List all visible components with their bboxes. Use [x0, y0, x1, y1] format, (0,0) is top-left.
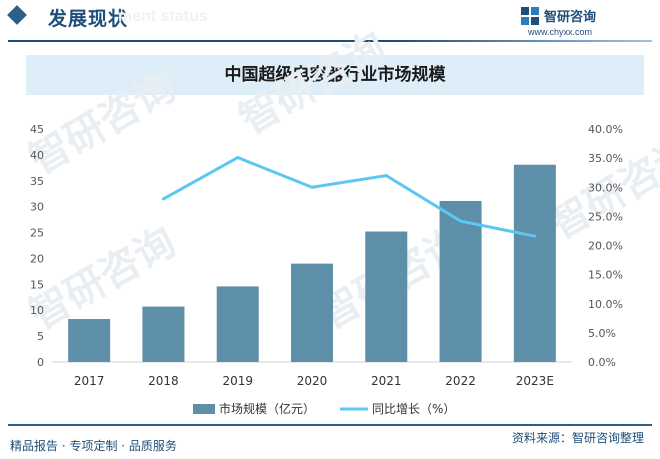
bar [142, 306, 185, 362]
growth-point [459, 219, 463, 223]
chart-title: 中国超级电容器行业市场规模 [224, 65, 446, 85]
x-axis: 2017 2018 2019 2020 2021 2022 2023E [74, 374, 554, 388]
left-tick-label: 0 [37, 356, 44, 369]
legend-bar-label: 市场规模（亿元） [219, 401, 315, 416]
growth-line [162, 156, 536, 238]
x-tick-label: 2022 [445, 374, 476, 388]
x-tick-label: 2017 [74, 374, 105, 388]
chart-title-box: 中国超级电容器行业市场规模 [26, 55, 644, 95]
bar [365, 231, 408, 362]
legend-line-label: 同比增长（%） [372, 402, 455, 416]
left-axis: 0 5 10 15 20 25 30 35 40 45 [30, 123, 44, 369]
section-title: 发展现状 [48, 8, 129, 30]
right-tick-label: 25.0% [588, 210, 623, 223]
footer-divider [8, 424, 652, 426]
right-axis: 0.0% 5.0% 10.0% 15.0% 20.0% 25.0% 30.0% 35.0% 40… [588, 123, 623, 369]
line-series [161, 156, 537, 238]
right-tick-label: 30.0% [588, 181, 623, 194]
x-tick-label: 2020 [297, 374, 328, 388]
x-tick-label: 2023E [516, 374, 554, 388]
left-tick-label: 20 [30, 252, 44, 265]
growth-point [384, 174, 388, 178]
right-tick-label: 35.0% [588, 152, 623, 165]
x-tick-label: 2021 [371, 374, 402, 388]
right-tick-label: 0.0% [588, 356, 616, 369]
right-tick-label: 40.0% [588, 123, 623, 136]
x-tick-label: 2018 [148, 374, 179, 388]
header-divider [8, 40, 652, 42]
bar [291, 263, 333, 362]
section-subtitle-ghost: ment status [118, 8, 208, 25]
left-tick-label: 35 [30, 175, 44, 188]
header: 发展现状 ment status 智研咨询 www.chyxx.com [0, 0, 660, 40]
right-tick-label: 10.0% [588, 298, 623, 311]
right-tick-label: 15.0% [588, 269, 623, 282]
bar [216, 286, 259, 362]
growth-point [236, 156, 240, 160]
x-tick-label: 2019 [222, 374, 253, 388]
bar [513, 164, 556, 362]
watermark-text: 智研咨询 [232, 24, 394, 144]
legend-bar-swatch [193, 404, 215, 414]
left-tick-label: 30 [30, 201, 44, 214]
bar-series [68, 164, 556, 362]
left-tick-label: 45 [30, 123, 44, 136]
brand: 智研咨询 www.chyxx.com [520, 5, 630, 37]
left-tick-label: 25 [30, 227, 44, 240]
right-tick-label: 5.0% [588, 327, 616, 340]
growth-point [161, 197, 165, 201]
brand-logo-icon [521, 7, 539, 25]
growth-point [533, 234, 537, 238]
source-note: 资料来源：智研咨询整理 [511, 431, 644, 445]
left-tick-label: 15 [30, 278, 44, 291]
brand-url: www.chyxx.com [528, 27, 593, 37]
watermark-text: 智研咨询 [22, 64, 184, 184]
left-tick-label: 10 [30, 304, 44, 317]
bar [439, 200, 482, 362]
left-tick-label: 5 [37, 330, 44, 343]
growth-point [310, 185, 314, 189]
legend: 市场规模（亿元） 同比增长（%） [193, 401, 455, 416]
bar [68, 319, 111, 362]
brand-name: 智研咨询 [544, 10, 597, 25]
left-tick-label: 40 [30, 149, 44, 162]
right-tick-label: 20.0% [588, 240, 623, 253]
footer-slogan: 精品报告 · 专项定制 · 品质服务 [10, 439, 177, 453]
